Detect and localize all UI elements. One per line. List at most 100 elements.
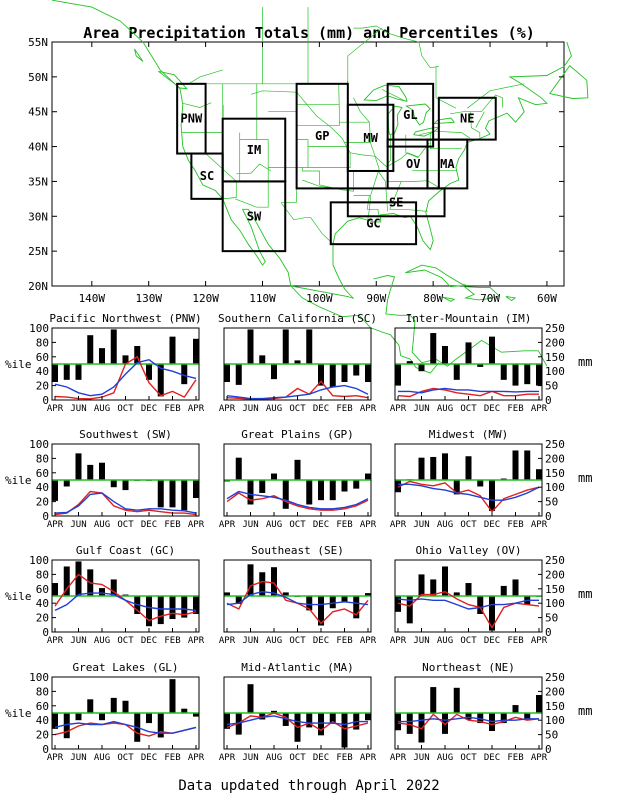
- panel-title: Pacific Northwest (PNW): [49, 312, 201, 325]
- x-tick-label: AUG: [437, 404, 453, 414]
- x-tick-label: JUN: [413, 636, 429, 646]
- y-tick-label: 80: [36, 685, 49, 698]
- y2-tick-label: 250: [545, 671, 565, 684]
- state-boundary: [347, 27, 383, 84]
- region-label-gc: GC: [366, 216, 380, 230]
- x-tick-label: JUN: [70, 636, 86, 646]
- percentile-bar: [353, 596, 360, 619]
- panel-title: Inter-Mountain (IM): [406, 312, 532, 325]
- y2-tick-label: 0: [545, 626, 552, 639]
- normal-precip-line: [54, 358, 197, 397]
- percentile-bar: [75, 453, 82, 480]
- percentile-bar: [235, 364, 242, 385]
- percentile-bar: [294, 459, 301, 480]
- island-outline: [158, 70, 188, 90]
- y-tick-label: 80: [36, 568, 49, 581]
- map-axes: 55N 50N 45N 40N 35N 30N 25N 20N 140W 130W 120W 110W…: [28, 36, 564, 305]
- y2-tick-label: 50: [545, 729, 558, 742]
- x-tick-label: APR: [219, 520, 236, 530]
- normal-precip-line: [397, 598, 539, 610]
- region-box-sw: [221, 180, 287, 253]
- y-tick-label: 0: [42, 743, 49, 756]
- panel-midwest-mw: Midwest (MW)APR JUN AUG OCT DEC FEB APR0501001…: [390, 428, 593, 530]
- percentile-bar: [63, 364, 70, 380]
- island-outline: [463, 286, 500, 301]
- percentile-bar: [536, 364, 542, 386]
- y2-tick-label: 150: [545, 351, 565, 364]
- x-tick-label: OCT: [289, 520, 306, 530]
- normal-precip-line: [54, 592, 197, 612]
- percentile-bar: [329, 364, 336, 388]
- y-tick-label: 80: [36, 452, 49, 465]
- x-tick-label: OCT: [117, 404, 134, 414]
- percentile-bar: [99, 462, 105, 480]
- percentile-bar: [157, 713, 164, 738]
- percentile-bar: [465, 456, 472, 480]
- percentile-bar: [453, 480, 460, 495]
- state-boundary: [188, 69, 223, 85]
- x-tick-label: DEC: [484, 520, 500, 530]
- panel-mid-atlantic-ma: Mid-Atlantic (MA) APR JUN AUG OCT DEC FEB APR: [219, 661, 377, 763]
- state-boundary: [236, 163, 272, 175]
- percentile-bar: [465, 342, 472, 364]
- x-tick-label: OCT: [460, 753, 477, 763]
- state-boundary: [381, 89, 406, 102]
- panel-grid: Pacific Northwest (PNW) APR JUN AUG OCT DEC FE…: [5, 312, 592, 763]
- x-tick-label: JUN: [242, 520, 258, 530]
- x-tick-label: DEC: [313, 520, 329, 530]
- panel-southwest-sw: Southwest (SW)APR JUN AUG OCT DEC FEB APR02040…: [5, 428, 205, 530]
- percentile-bar: [181, 708, 188, 713]
- percentile-bar: [271, 567, 277, 596]
- panel-great-plains-gp: Great Plains (GP) APR JUN AUG OCT DEC FEB APR: [219, 428, 377, 530]
- lon-tick-label: 90W: [366, 292, 386, 305]
- x-tick-label: FEB: [336, 404, 352, 414]
- region-label-ne: NE: [460, 112, 474, 126]
- panel-great-lakes-gl: Great Lakes (GL)APR JUN AUG OCT DEC FEB APR020…: [5, 661, 205, 763]
- y2-tick-label: 0: [545, 510, 552, 523]
- lat-tick-label: 45N: [28, 106, 48, 119]
- percentile-bar: [477, 364, 484, 367]
- panel-title: Southwest (SW): [79, 428, 172, 441]
- percentile-bar: [146, 364, 152, 380]
- state-boundary: [470, 111, 481, 138]
- region-box-gc: [329, 201, 418, 246]
- normal-precip-line: [54, 492, 197, 514]
- percentile-bar: [524, 713, 531, 721]
- x-tick-label: JUN: [70, 753, 86, 763]
- percentile-bar: [157, 364, 164, 397]
- percentile-bar: [453, 687, 460, 713]
- x-tick-label: FEB: [336, 636, 352, 646]
- percentile-bar: [418, 574, 425, 596]
- footer-note: Data updated through April 2022: [178, 778, 439, 794]
- y2-tick-label: 50: [545, 380, 558, 393]
- lake-outline: [387, 105, 403, 136]
- y2-tick-label: 150: [545, 467, 565, 480]
- y2-tick-label: 100: [545, 365, 565, 378]
- percentile-bar: [395, 364, 401, 386]
- percentile-bar: [169, 679, 176, 713]
- percentile-bar: [536, 695, 542, 713]
- percentile-bar: [181, 480, 188, 511]
- x-tick-label: JUN: [413, 520, 429, 530]
- percentile-bar: [181, 364, 188, 385]
- percentile-bar: [430, 579, 437, 596]
- x-tick-label: APR: [47, 753, 64, 763]
- percentile-bar: [430, 333, 437, 364]
- island-outline: [134, 48, 144, 62]
- state-boundary: [435, 66, 457, 109]
- lon-tick-label: 60W: [537, 292, 557, 305]
- x-tick-label: APR: [219, 404, 236, 414]
- x-tick-label: FEB: [164, 636, 180, 646]
- percentile-bar: [110, 697, 117, 713]
- region-label-sc: SC: [200, 169, 214, 183]
- panel-title: Southern California (SC): [218, 312, 377, 325]
- state-boundary: [301, 167, 354, 192]
- percentile-bar: [477, 713, 484, 724]
- x-tick-label: APR: [390, 636, 407, 646]
- region-box-ma: [426, 138, 469, 190]
- state-boundary: [182, 102, 212, 108]
- percentile-bar: [169, 480, 176, 508]
- percentile-bar: [99, 588, 105, 596]
- normal-precip-line: [398, 483, 540, 501]
